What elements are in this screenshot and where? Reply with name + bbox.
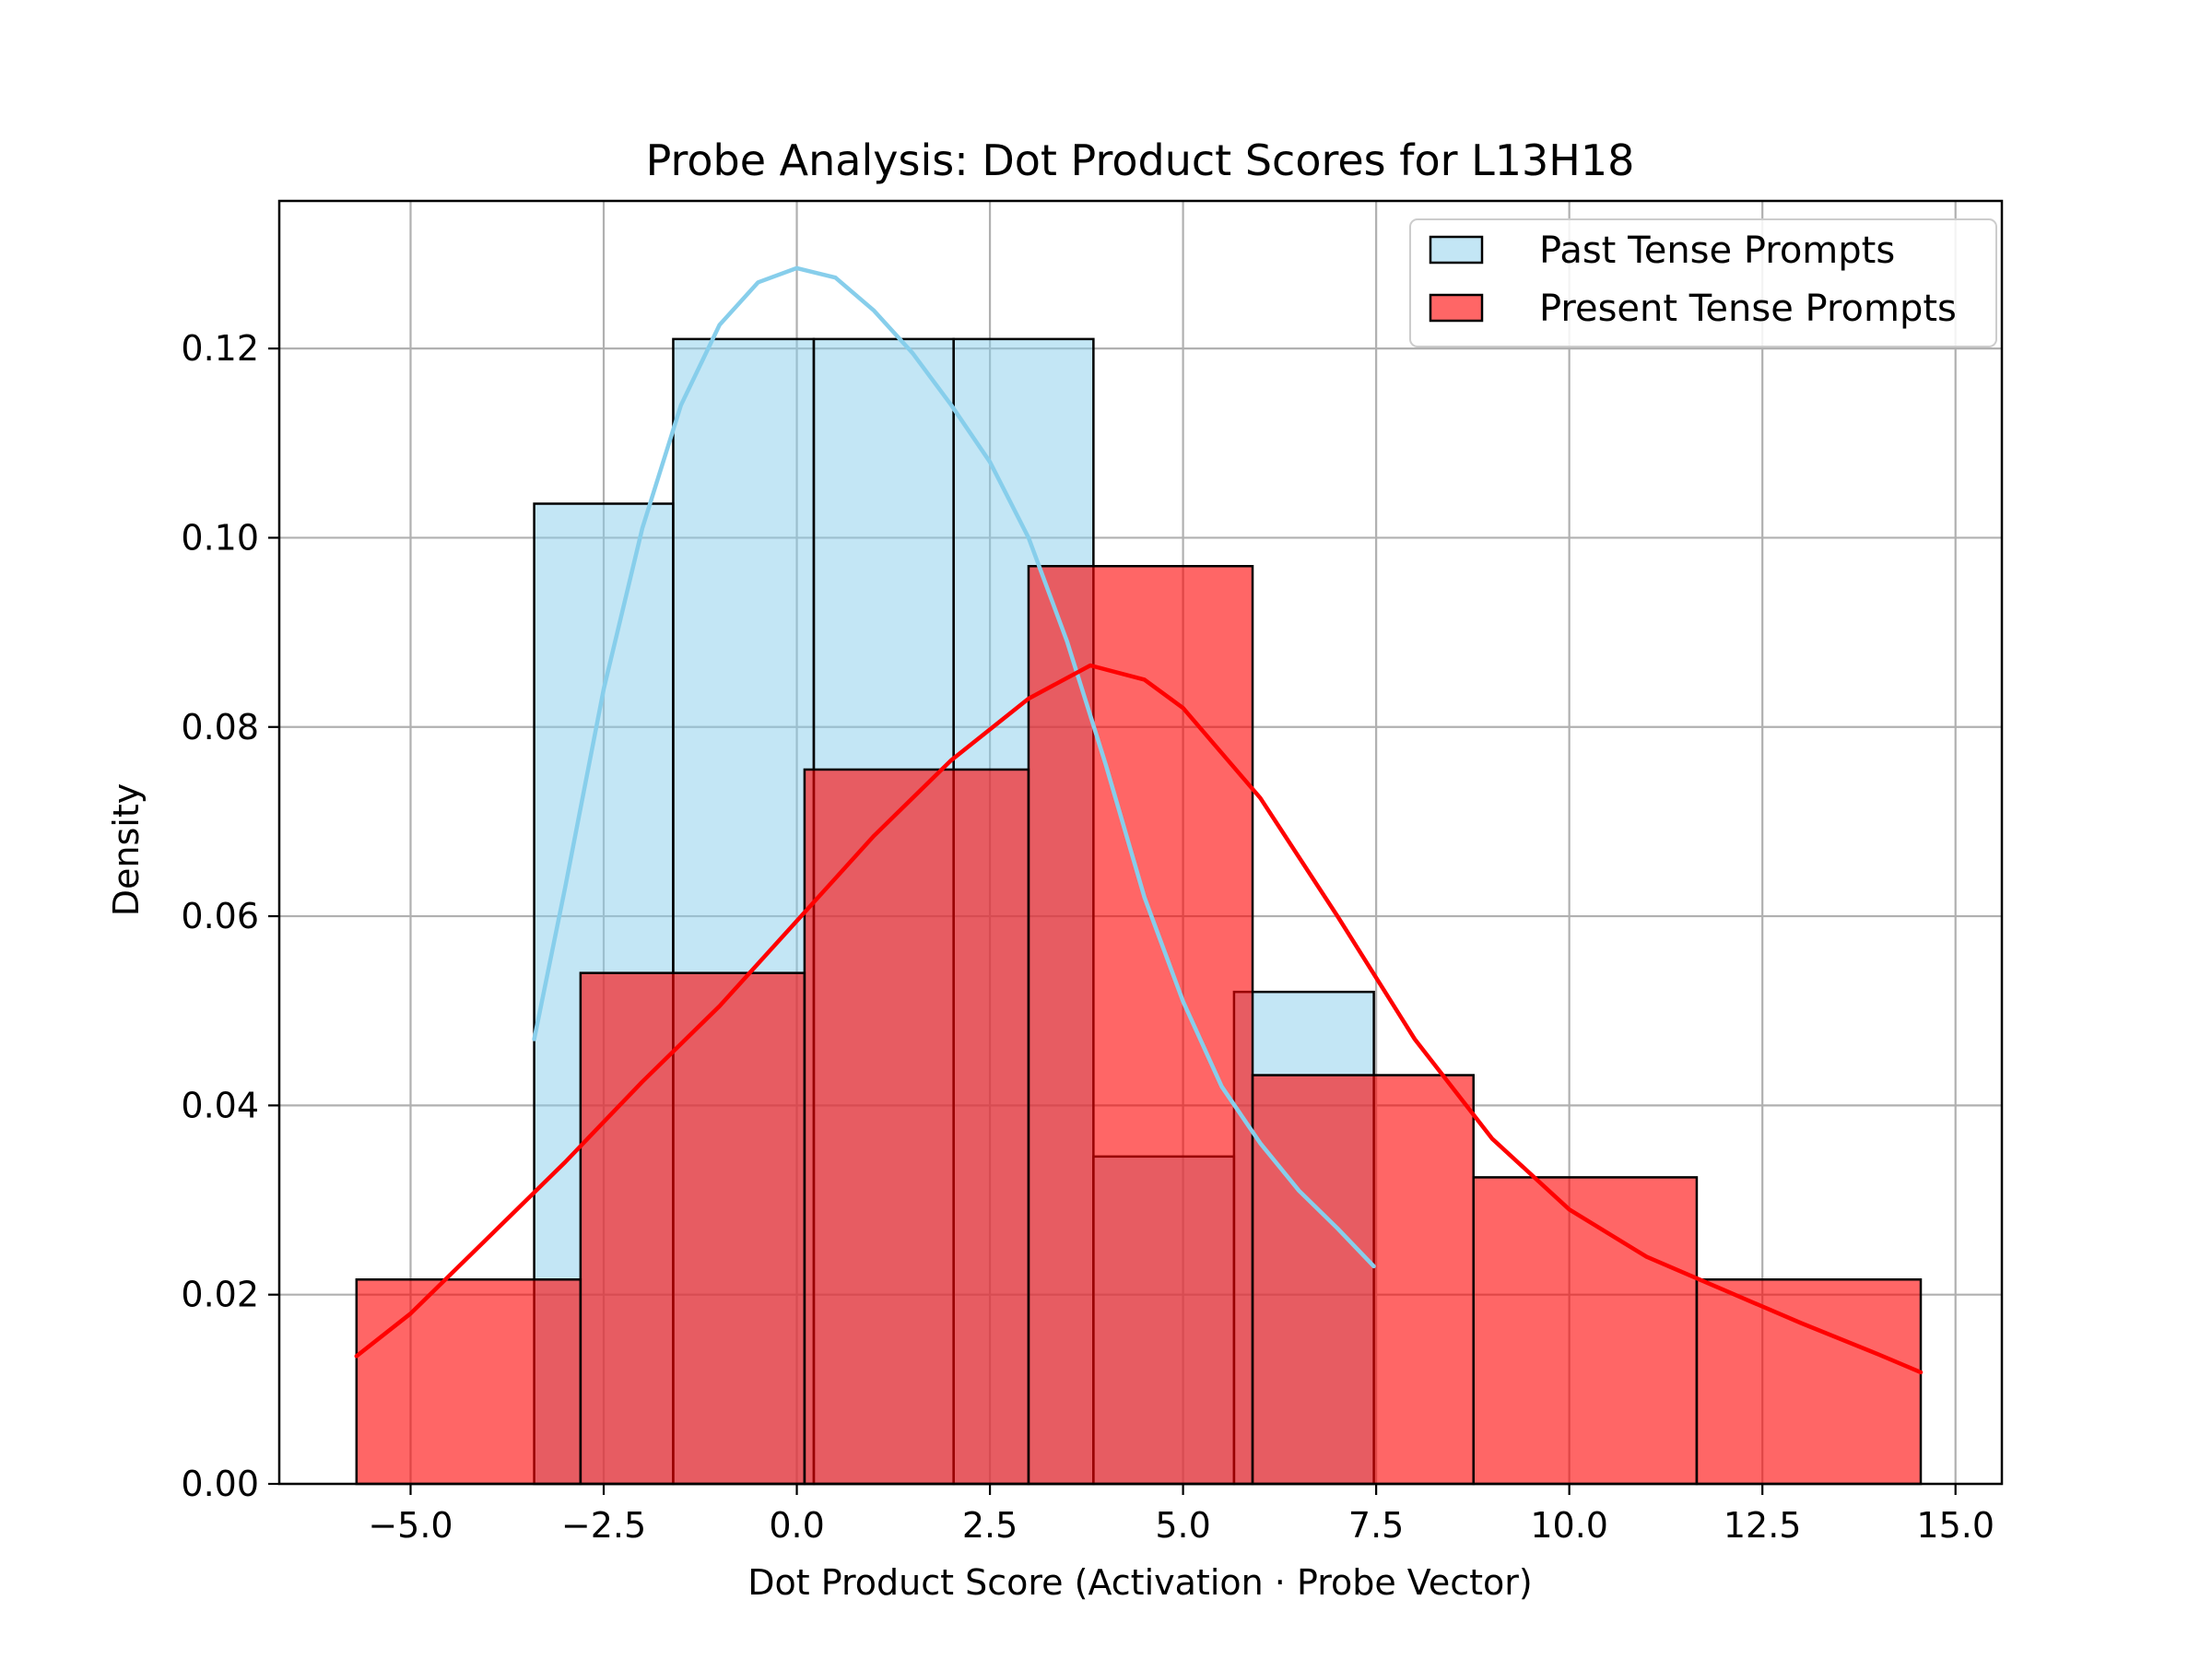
bar-present-tense [1027,564,1254,1486]
x-tick-label: 12.5 [1724,1505,1802,1546]
legend-label-present: Present Tense Prompts [1539,288,1957,330]
y-tick-label: 0.06 [181,896,259,936]
y-tick-label: 0.12 [181,328,259,369]
legend-swatch-present [1429,293,1484,323]
y-axis-label: Density [106,783,147,916]
kde-curves [354,265,1924,1375]
kde-line-present-tense [354,663,1924,1375]
kde-line-past-tense [532,265,1376,1269]
bar-present-tense [355,1278,582,1486]
chart-title: Probe Analysis: Dot Product Scores for L… [646,135,1635,185]
x-axis-ticks: −5.0 −2.5 0.0 2.5 5.0 7.5 10.0 12.5 15.0 [368,1484,1994,1546]
x-axis-label: Dot Product Score (Activation · Probe Ve… [747,1562,1532,1603]
legend-box [1409,218,1997,347]
x-tick-label: −2.5 [561,1505,646,1546]
y-tick-label: 0.10 [181,517,259,558]
legend: Past Tense Prompts Present Tense Prompts [1409,218,1997,347]
bar-present-tense [1472,1176,1699,1486]
x-tick-label: −5.0 [368,1505,453,1546]
x-tick-label: 7.5 [1348,1505,1404,1546]
y-tick-label: 0.08 [181,707,259,747]
y-tick-label: 0.04 [181,1085,259,1125]
bar-present-tense [803,768,1030,1486]
bar-present-tense [1251,1074,1475,1486]
x-tick-label: 10.0 [1530,1505,1608,1546]
bars [355,337,1923,1486]
x-tick-label: 5.0 [1155,1505,1210,1546]
x-tick-label: 2.5 [962,1505,1018,1546]
legend-swatch-past [1429,235,1484,265]
bar-present-tense [579,971,806,1486]
x-tick-label: 15.0 [1916,1505,1994,1546]
legend-label-past: Past Tense Prompts [1539,229,1895,272]
x-tick-label: 0.0 [769,1505,824,1546]
bar-present-tense [1695,1278,1923,1486]
y-tick-label: 0.00 [181,1464,259,1504]
plot-frame [277,199,2004,1486]
y-tick-label: 0.02 [181,1275,259,1315]
y-axis-ticks: 0.00 0.02 0.04 0.06 0.08 0.10 0.12 [181,328,279,1504]
